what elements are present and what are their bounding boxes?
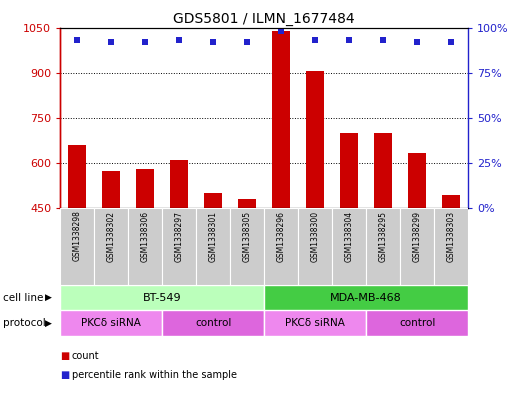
Text: ▶: ▶ bbox=[45, 293, 52, 302]
Text: count: count bbox=[72, 351, 99, 361]
Bar bbox=[340, 133, 358, 208]
Bar bbox=[306, 71, 324, 208]
Bar bbox=[230, 208, 264, 285]
Bar bbox=[264, 208, 298, 285]
Text: cell line: cell line bbox=[3, 293, 43, 303]
Text: GSM1338306: GSM1338306 bbox=[141, 211, 150, 262]
Text: protocol: protocol bbox=[3, 318, 46, 328]
Bar bbox=[442, 195, 460, 208]
Bar bbox=[434, 208, 468, 285]
Bar bbox=[102, 171, 120, 208]
Bar bbox=[264, 310, 366, 336]
Bar bbox=[60, 310, 162, 336]
Text: GSM1338295: GSM1338295 bbox=[379, 211, 388, 262]
Text: GSM1338302: GSM1338302 bbox=[107, 211, 116, 262]
Bar bbox=[204, 193, 222, 208]
Bar bbox=[68, 145, 86, 208]
Text: ■: ■ bbox=[60, 351, 70, 361]
Bar bbox=[238, 199, 256, 208]
Bar bbox=[408, 152, 426, 208]
Bar bbox=[170, 160, 188, 208]
Title: GDS5801 / ILMN_1677484: GDS5801 / ILMN_1677484 bbox=[173, 13, 355, 26]
Text: GSM1338298: GSM1338298 bbox=[73, 211, 82, 261]
Text: GSM1338303: GSM1338303 bbox=[447, 211, 456, 262]
Text: GSM1338304: GSM1338304 bbox=[345, 211, 354, 262]
Text: GSM1338297: GSM1338297 bbox=[175, 211, 184, 262]
Bar bbox=[264, 285, 468, 310]
Text: GSM1338301: GSM1338301 bbox=[209, 211, 218, 262]
Text: PKCδ siRNA: PKCδ siRNA bbox=[81, 318, 141, 328]
Text: percentile rank within the sample: percentile rank within the sample bbox=[72, 370, 236, 380]
Text: control: control bbox=[195, 318, 231, 328]
Bar bbox=[128, 208, 162, 285]
Text: ■: ■ bbox=[60, 370, 70, 380]
Text: ▶: ▶ bbox=[45, 319, 52, 328]
Text: MDA-MB-468: MDA-MB-468 bbox=[330, 293, 402, 303]
Bar bbox=[298, 208, 332, 285]
Text: GSM1338305: GSM1338305 bbox=[243, 211, 252, 262]
Bar bbox=[196, 208, 230, 285]
Bar bbox=[400, 208, 434, 285]
Text: BT-549: BT-549 bbox=[143, 293, 181, 303]
Bar bbox=[162, 310, 264, 336]
Text: GSM1338296: GSM1338296 bbox=[277, 211, 286, 262]
Bar bbox=[366, 310, 468, 336]
Bar bbox=[162, 208, 196, 285]
Text: GSM1338300: GSM1338300 bbox=[311, 211, 320, 262]
Text: control: control bbox=[399, 318, 435, 328]
Text: GSM1338299: GSM1338299 bbox=[413, 211, 422, 262]
Bar bbox=[136, 169, 154, 208]
Bar bbox=[272, 31, 290, 208]
Bar bbox=[94, 208, 128, 285]
Bar bbox=[366, 208, 400, 285]
Text: PKCδ siRNA: PKCδ siRNA bbox=[285, 318, 345, 328]
Bar bbox=[332, 208, 366, 285]
Bar bbox=[60, 285, 264, 310]
Bar bbox=[374, 133, 392, 208]
Bar bbox=[60, 208, 94, 285]
